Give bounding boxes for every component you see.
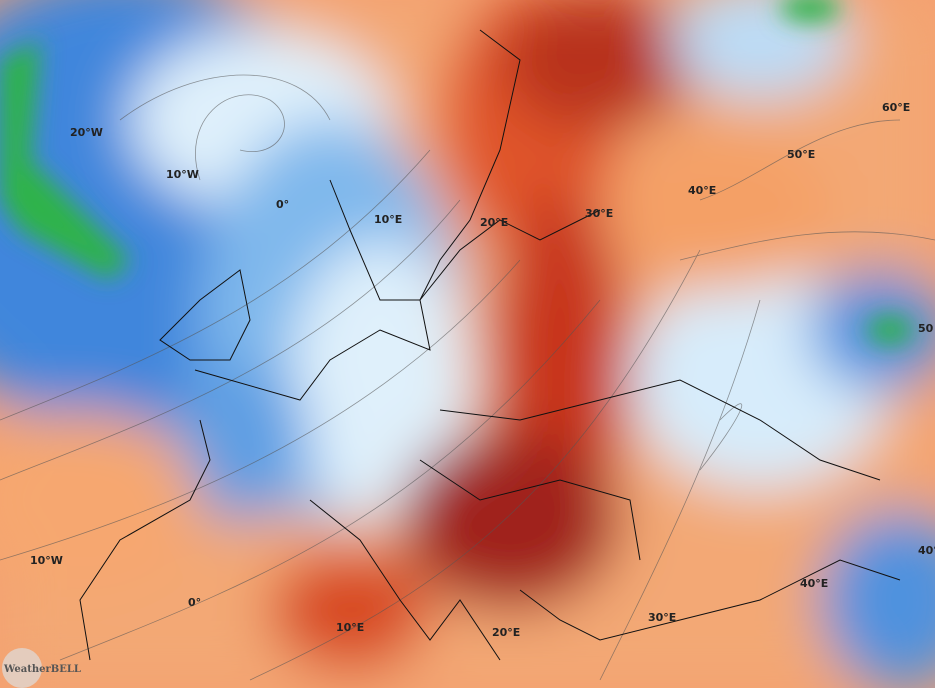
longitude-label: 10°E (336, 621, 364, 634)
longitude-label: 40°E (688, 184, 716, 197)
longitude-label: 60°E (882, 101, 910, 114)
longitude-label: 0° (188, 596, 201, 609)
longitude-label: 50°E (787, 148, 815, 161)
longitude-label: 20°E (480, 216, 508, 229)
longitude-label: 30°E (648, 611, 676, 624)
longitude-label: 40°E (800, 577, 828, 590)
longitude-label: 20°W (70, 126, 103, 139)
longitude-label: 10°W (30, 554, 63, 567)
coastlines (79, 29, 901, 661)
longitude-label: 50 (918, 322, 934, 335)
longitude-label: 20°E (492, 626, 520, 639)
logo-badge (2, 648, 42, 688)
longitude-labels: 20°W 10°W 0° 10°E 20°E 30°E 40°E 50°E 60°E 50 40° 1… (30, 101, 935, 639)
longitude-label: 10°E (374, 213, 402, 226)
longitude-label: 30°E (585, 207, 613, 220)
longitude-label: 0° (276, 198, 289, 211)
cold-cores (0, 0, 912, 344)
longitude-label: 10°W (166, 168, 199, 181)
longitude-label: 40° (918, 544, 935, 557)
streamlines (0, 74, 935, 681)
watermark: WeatherBELL (3, 664, 81, 675)
